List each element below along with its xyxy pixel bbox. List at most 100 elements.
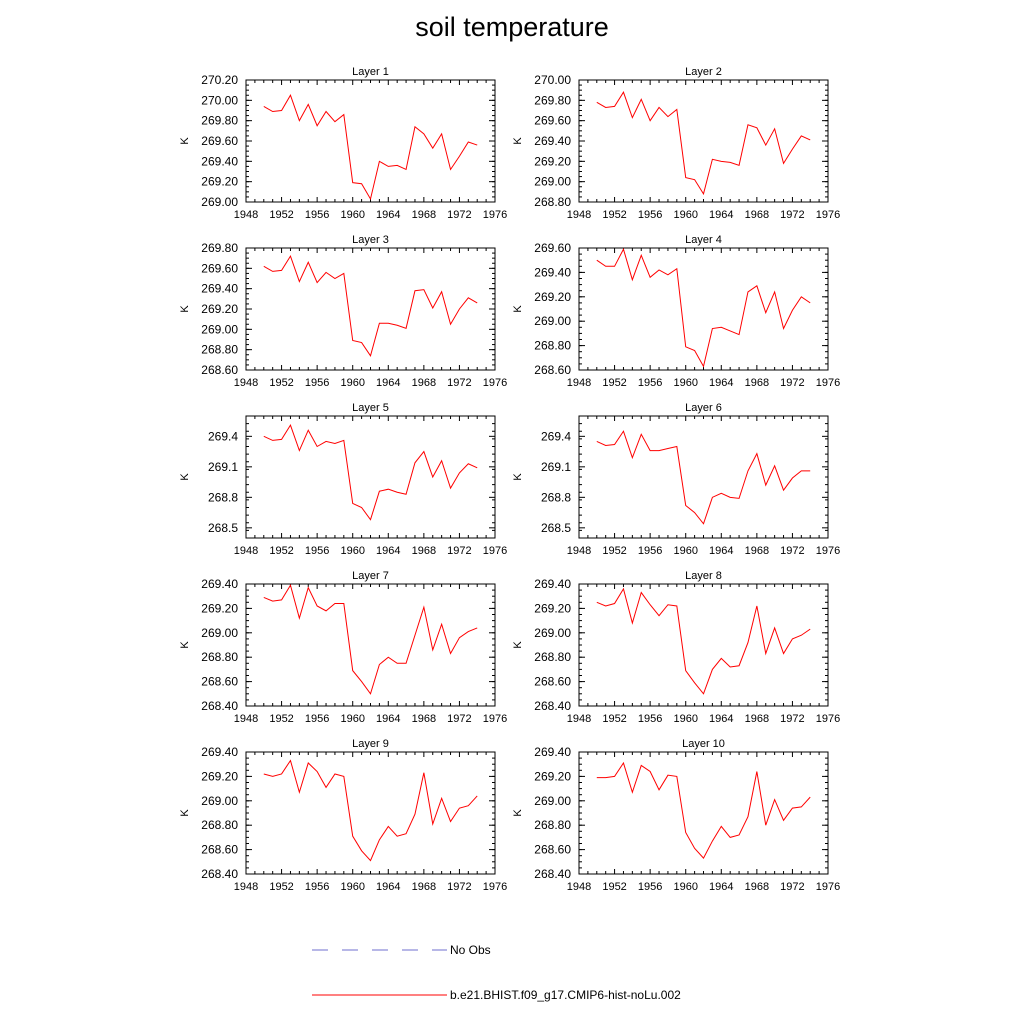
y-tick-label: 269.00 — [534, 314, 571, 328]
y-tick-label: 269.00 — [534, 626, 571, 640]
panel-title: Layer 9 — [352, 738, 389, 750]
panel-layer-1: Layer 1 K 1948 1952 1956 1960 1964 1968 1972 1976… — [179, 66, 507, 221]
series-line — [596, 91, 811, 196]
x-tick-label: 1948 — [567, 881, 591, 893]
y-tick-label: 268.8 — [541, 490, 571, 504]
y-tick-label: 269.40 — [201, 282, 238, 296]
series-line — [596, 587, 811, 695]
y-tick-label: 269.1 — [541, 460, 571, 474]
plot-frame — [245, 751, 496, 875]
x-tick-label: 1972 — [780, 881, 804, 893]
x-tick-label: 1968 — [745, 713, 769, 725]
x-tick-label: 1956 — [305, 209, 329, 221]
x-tick-label: 1976 — [483, 209, 507, 221]
series-line — [596, 430, 811, 525]
panel-title: Layer 4 — [685, 234, 722, 246]
x-tick-label: 1976 — [816, 881, 840, 893]
y-tick-label: 269.20 — [534, 601, 571, 615]
x-tick-label: 1964 — [376, 377, 400, 389]
x-tick-label: 1952 — [602, 713, 626, 725]
series-line — [263, 254, 478, 357]
x-tick-label: 1956 — [638, 209, 662, 221]
x-tick-label: 1960 — [673, 377, 697, 389]
x-tick-label: 1972 — [447, 377, 471, 389]
x-tick-label: 1948 — [234, 881, 258, 893]
y-tick-label: 268.80 — [534, 195, 571, 209]
panel-layer-7: Layer 7 K 1948 1952 1956 1960 1964 1968 1972 1976… — [179, 570, 507, 725]
x-tick-label: 1972 — [780, 377, 804, 389]
x-tick-label: 1952 — [602, 545, 626, 557]
y-tick-label: 268.40 — [534, 867, 571, 881]
x-tick-label: 1972 — [447, 881, 471, 893]
series-line — [263, 424, 478, 521]
x-tick-label: 1968 — [412, 545, 436, 557]
panel-layer-6: Layer 6 K 1948 1952 1956 1960 1964 1968 1972 1976… — [512, 402, 840, 557]
x-tick-label: 1952 — [269, 545, 293, 557]
y-tick-label: 268.60 — [201, 843, 238, 857]
y-tick-label: 268.80 — [201, 343, 238, 357]
y-tick-label: 269.00 — [201, 322, 238, 336]
y-tick-label: 269.40 — [534, 134, 571, 148]
panel-layer-8: Layer 8 K 1948 1952 1956 1960 1964 1968 1972 1976… — [512, 570, 840, 725]
y-tick-label: 269.20 — [534, 769, 571, 783]
x-tick-label: 1952 — [269, 209, 293, 221]
x-tick-label: 1948 — [234, 713, 258, 725]
panel-layer-5: Layer 5 K 1948 1952 1956 1960 1964 1968 1972 1976… — [179, 402, 507, 557]
y-tick-label: 268.80 — [534, 339, 571, 353]
plot-frame — [245, 79, 496, 203]
x-tick-label: 1976 — [816, 209, 840, 221]
y-axis-label: K — [512, 641, 524, 649]
x-tick-label: 1964 — [709, 713, 733, 725]
plot-frame — [578, 247, 829, 371]
y-tick-label: 268.80 — [201, 818, 238, 832]
y-tick-label: 269.00 — [534, 175, 571, 189]
x-tick-label: 1968 — [745, 545, 769, 557]
y-tick-label: 268.8 — [208, 490, 238, 504]
y-tick-label: 269.20 — [534, 290, 571, 304]
x-tick-label: 1972 — [780, 713, 804, 725]
panel-layer-2: Layer 2 K 1948 1952 1956 1960 1964 1968 1972 1976… — [512, 66, 840, 221]
y-tick-label: 269.20 — [201, 175, 238, 189]
x-tick-label: 1972 — [447, 545, 471, 557]
x-tick-label: 1952 — [269, 713, 293, 725]
x-tick-label: 1956 — [638, 377, 662, 389]
y-tick-label: 268.80 — [534, 650, 571, 664]
x-tick-label: 1960 — [340, 209, 364, 221]
y-axis-label: K — [512, 137, 524, 145]
y-tick-label: 269.40 — [201, 154, 238, 168]
y-tick-label: 269.60 — [201, 134, 238, 148]
y-axis-label: K — [512, 809, 524, 817]
y-tick-label: 268.40 — [534, 699, 571, 713]
x-tick-label: 1948 — [567, 209, 591, 221]
x-tick-label: 1960 — [340, 881, 364, 893]
x-tick-label: 1952 — [602, 209, 626, 221]
panel-layer-9: Layer 9 K 1948 1952 1956 1960 1964 1968 1972 1976… — [179, 738, 507, 893]
y-tick-label: 268.60 — [201, 363, 238, 377]
y-tick-label: 269.00 — [201, 626, 238, 640]
y-axis-label: K — [179, 641, 191, 649]
y-tick-label: 269.40 — [201, 745, 238, 759]
x-tick-label: 1972 — [780, 209, 804, 221]
x-tick-label: 1948 — [234, 209, 258, 221]
x-tick-label: 1956 — [638, 713, 662, 725]
x-tick-label: 1976 — [483, 713, 507, 725]
panel-title: Layer 5 — [352, 402, 389, 414]
plot-frame — [578, 415, 829, 539]
x-tick-label: 1952 — [602, 377, 626, 389]
x-tick-label: 1972 — [780, 545, 804, 557]
y-tick-label: 270.00 — [534, 73, 571, 87]
x-tick-label: 1948 — [234, 377, 258, 389]
y-axis-label: K — [179, 305, 191, 313]
plot-frame — [245, 583, 496, 707]
x-tick-label: 1976 — [483, 377, 507, 389]
y-tick-label: 269.00 — [201, 794, 238, 808]
y-tick-label: 268.40 — [201, 699, 238, 713]
y-tick-label: 270.20 — [201, 73, 238, 87]
x-tick-label: 1960 — [673, 713, 697, 725]
y-axis-label: K — [179, 809, 191, 817]
y-tick-label: 269.60 — [201, 261, 238, 275]
x-tick-label: 1964 — [709, 209, 733, 221]
x-tick-label: 1960 — [340, 713, 364, 725]
series-line — [596, 761, 811, 860]
